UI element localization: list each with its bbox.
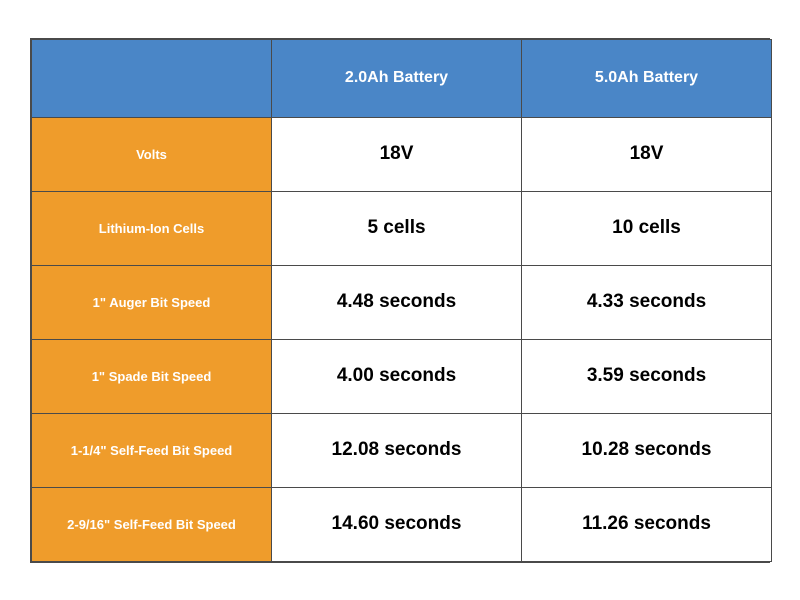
table-row: 2-9/16" Self-Feed Bit Speed 14.60 second… bbox=[32, 487, 772, 561]
table-cell: 12.08 seconds bbox=[272, 413, 522, 487]
table-cell: 4.33 seconds bbox=[522, 265, 772, 339]
table-column-header: 2.0Ah Battery bbox=[272, 39, 522, 117]
table-header-row: 2.0Ah Battery 5.0Ah Battery bbox=[32, 39, 772, 117]
table-row-header: Lithium-Ion Cells bbox=[32, 191, 272, 265]
table-row: 1" Spade Bit Speed 4.00 seconds 3.59 sec… bbox=[32, 339, 772, 413]
table-cell: 18V bbox=[522, 117, 772, 191]
table-row-header: Volts bbox=[32, 117, 272, 191]
table-cell: 10 cells bbox=[522, 191, 772, 265]
table-corner-cell bbox=[32, 39, 272, 117]
table-cell: 11.26 seconds bbox=[522, 487, 772, 561]
table-row: 1-1/4" Self-Feed Bit Speed 12.08 seconds… bbox=[32, 413, 772, 487]
table-cell: 10.28 seconds bbox=[522, 413, 772, 487]
table-cell: 4.00 seconds bbox=[272, 339, 522, 413]
table-body: Volts 18V 18V Lithium-Ion Cells 5 cells … bbox=[32, 117, 772, 561]
table-cell: 5 cells bbox=[272, 191, 522, 265]
table-row-header: 1-1/4" Self-Feed Bit Speed bbox=[32, 413, 272, 487]
table-cell: 4.48 seconds bbox=[272, 265, 522, 339]
table-row-header: 1" Spade Bit Speed bbox=[32, 339, 272, 413]
table-row: 1" Auger Bit Speed 4.48 seconds 4.33 sec… bbox=[32, 265, 772, 339]
battery-comparison-table: 2.0Ah Battery 5.0Ah Battery Volts 18V 18… bbox=[30, 38, 770, 563]
table-cell: 18V bbox=[272, 117, 522, 191]
table-row: Lithium-Ion Cells 5 cells 10 cells bbox=[32, 191, 772, 265]
table-cell: 14.60 seconds bbox=[272, 487, 522, 561]
table: 2.0Ah Battery 5.0Ah Battery Volts 18V 18… bbox=[31, 39, 772, 562]
table-cell: 3.59 seconds bbox=[522, 339, 772, 413]
table-row-header: 2-9/16" Self-Feed Bit Speed bbox=[32, 487, 272, 561]
table-row-header: 1" Auger Bit Speed bbox=[32, 265, 272, 339]
table-row: Volts 18V 18V bbox=[32, 117, 772, 191]
table-column-header: 5.0Ah Battery bbox=[522, 39, 772, 117]
